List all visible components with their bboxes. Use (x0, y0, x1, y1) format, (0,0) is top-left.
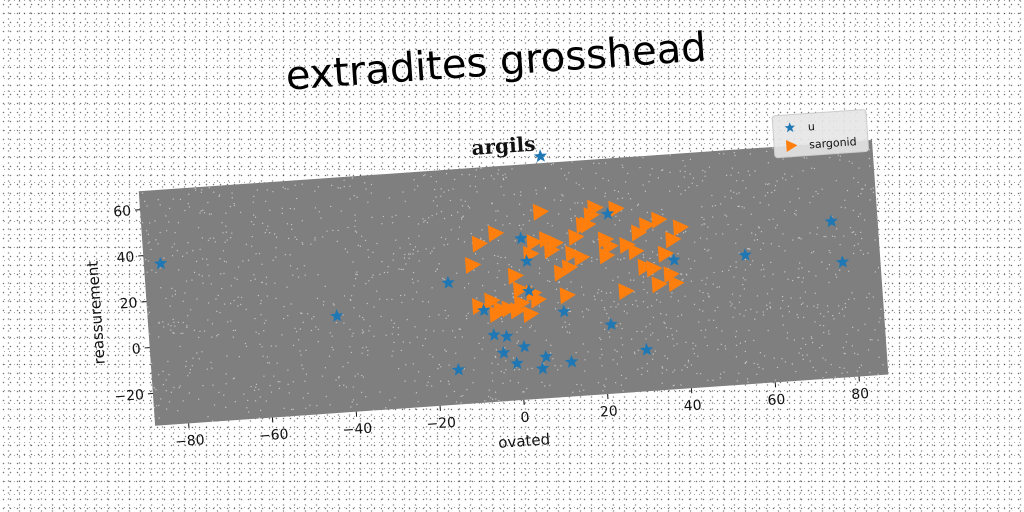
point-star (539, 349, 553, 363)
x-tick-label: −40 (342, 421, 373, 439)
point-star (557, 304, 571, 318)
point-star (510, 356, 524, 370)
point-triangle (668, 275, 685, 293)
x-tick-label: 40 (683, 398, 702, 415)
point-triangle (628, 243, 645, 261)
point-triangle (501, 300, 518, 318)
point-star (604, 317, 618, 331)
point-star (639, 342, 654, 356)
y-tick-label: 60 (113, 203, 132, 220)
point-triangle (583, 207, 600, 225)
point-star (522, 284, 536, 297)
point-triangle (487, 225, 505, 243)
point-star (517, 339, 531, 353)
point-triangle (553, 264, 571, 282)
point-triangle (598, 247, 616, 265)
point-triangle (512, 281, 530, 299)
point-triangle (663, 266, 680, 284)
point-triangle (561, 259, 579, 277)
legend-marker (784, 122, 795, 133)
point-triangle (665, 231, 682, 249)
y-axis-label: reassurement (84, 260, 109, 365)
point-star (499, 329, 514, 343)
point-star (441, 275, 455, 289)
point-star (519, 254, 534, 268)
point-star (535, 361, 550, 375)
point-triangle (547, 235, 564, 252)
point-triangle (471, 235, 489, 253)
data-points (153, 149, 850, 376)
y-tick-label: −20 (114, 387, 145, 405)
point-triangle (484, 292, 501, 310)
point-star (738, 248, 752, 262)
point-triangle (510, 302, 527, 320)
point-triangle (530, 291, 547, 309)
point-triangle (507, 267, 525, 285)
point-star (330, 309, 344, 322)
legend-label: sargonid (809, 135, 857, 151)
point-triangle (559, 287, 576, 305)
x-axis: −80 −60 −40 −20 0 20 40 60 80 (175, 376, 870, 450)
point-triangle (464, 256, 482, 274)
y-tick-label: 0 (131, 341, 141, 358)
x-tick-label: 20 (599, 403, 618, 420)
point-star (496, 345, 511, 359)
chart-area: argils −80 −60 −40 −20 0 20 40 60 80 −200204060 … (84, 109, 890, 452)
y-tick-label: 20 (119, 295, 138, 312)
legend-label: u (807, 120, 815, 133)
legend: u sargonid (771, 109, 870, 159)
point-triangle (651, 211, 668, 229)
point-triangle (538, 231, 556, 248)
point-triangle (472, 298, 489, 316)
point-triangle (523, 306, 540, 323)
point-triangle (532, 203, 550, 221)
point-triangle (657, 245, 675, 263)
point-triangle (651, 276, 668, 294)
point-triangle (608, 200, 625, 218)
chart-title: argils (471, 132, 536, 160)
point-star (533, 149, 547, 163)
point-star (477, 303, 491, 317)
point-triangle (543, 242, 561, 260)
point-star (835, 255, 850, 269)
y-axis: −20 0 20 40 60 (113, 203, 153, 405)
x-tick-label: 60 (767, 392, 786, 409)
point-triangle (646, 260, 663, 278)
point-triangle (573, 249, 591, 267)
point-triangle (587, 199, 604, 217)
point-triangle (672, 219, 690, 237)
legend-marker (785, 140, 798, 153)
x-tick-label: −20 (426, 415, 457, 433)
figure-super-title: extradites grosshead (284, 24, 708, 99)
point-star (667, 253, 681, 267)
point-triangle (631, 224, 648, 242)
x-tick-label: −80 (175, 432, 206, 450)
x-tick-label: 0 (520, 410, 530, 427)
point-triangle (638, 217, 656, 235)
x-tick-label: 80 (851, 386, 870, 403)
point-star (564, 354, 579, 368)
point-triangle (618, 283, 635, 301)
point-star (514, 231, 528, 245)
point-triangle (489, 306, 506, 324)
point-triangle (602, 238, 619, 256)
x-axis-label: ovated (498, 430, 551, 452)
point-triangle (526, 234, 543, 252)
point-triangle (575, 216, 593, 234)
x-tick-label: −60 (258, 426, 289, 444)
point-triangle (637, 258, 654, 276)
point-triangle (565, 245, 582, 263)
point-star (824, 214, 838, 228)
point-triangle (619, 236, 636, 254)
point-star (451, 362, 466, 376)
point-triangle (513, 295, 531, 313)
point-triangle (568, 228, 585, 246)
point-star (487, 328, 501, 341)
y-tick-label: 40 (116, 249, 135, 266)
point-star (153, 256, 168, 270)
point-star (600, 206, 615, 220)
